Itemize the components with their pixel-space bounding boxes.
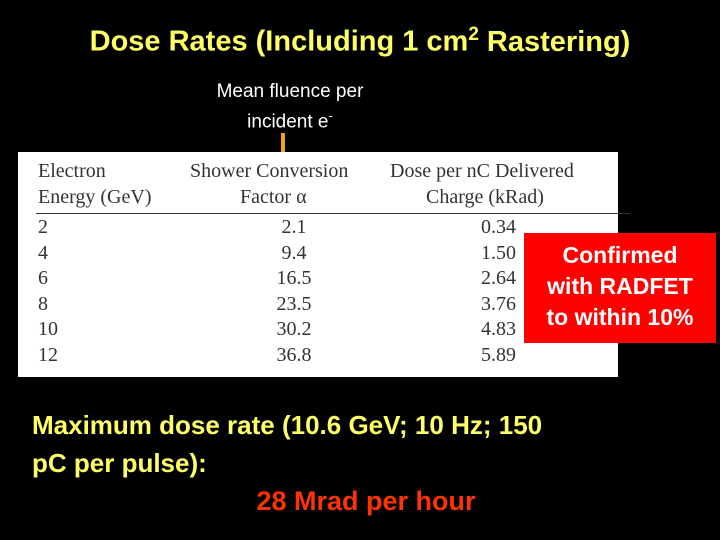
- table: Electron Energy (GeV) Shower Conversion Fac…: [18, 152, 630, 377]
- table-cell: 2.1: [281, 216, 307, 238]
- table-cell: 0.34: [481, 216, 516, 238]
- table-header: Dose per nC Delivered: [390, 160, 574, 182]
- annotation-sup: -: [328, 108, 333, 123]
- summary-text: Maximum dose rate (10.6 GeV; 10 Hz; 150: [32, 410, 543, 440]
- table-cell: 4: [38, 241, 48, 264]
- table-cell: 3.76: [481, 292, 516, 315]
- callout-line: to within 10%: [546, 304, 694, 330]
- table-cell: 5.89: [481, 344, 516, 366]
- table-cell: 16.5: [276, 267, 312, 290]
- table-cell: 6: [38, 267, 48, 290]
- table-cell: 2: [38, 216, 48, 238]
- table-cell: 30.2: [276, 318, 312, 341]
- annotation: Mean fluence per: [216, 81, 364, 102]
- table-cell: 1.50: [481, 241, 516, 264]
- table-header: Factor α: [240, 186, 307, 208]
- annotation: incident e-: [190, 108, 390, 133]
- callout-line: with RADFET: [547, 273, 693, 299]
- table-header: Charge (kRad): [426, 186, 544, 208]
- table-header: Shower Conversion: [190, 160, 349, 182]
- title-text: Dose Rates (Including 1 cm: [89, 25, 469, 58]
- arrow: [281, 133, 285, 167]
- title-text: Rastering): [486, 25, 631, 58]
- title-sup: 2: [468, 24, 479, 45]
- table-cell: 12: [38, 344, 58, 366]
- table-cell: 4.83: [481, 318, 516, 341]
- annotation-text: incident e: [247, 111, 329, 133]
- table-cell: 9.4: [281, 241, 307, 264]
- table-header: Electron: [38, 160, 106, 182]
- table-cell: 36.8: [276, 344, 312, 366]
- highlight: 28 Mrad per hour: [256, 486, 476, 516]
- table-cell: 8: [38, 292, 48, 315]
- title: Dose Rates (Including 1 cm2 Rastering): [0, 24, 720, 59]
- table-cell: 2.64: [481, 267, 516, 290]
- table-cell: 23.5: [276, 292, 312, 315]
- rule: [36, 213, 630, 214]
- summary-text: pC per pulse):: [32, 448, 207, 478]
- callout-line: Confirmed: [562, 242, 678, 268]
- table-cell: 10: [38, 318, 58, 341]
- table-header: Energy (GeV): [38, 186, 152, 208]
- callout: Confirmed with RADFET to within 10%: [524, 233, 716, 343]
